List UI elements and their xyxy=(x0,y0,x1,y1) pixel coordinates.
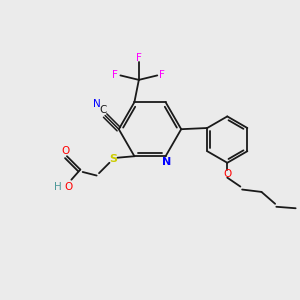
Text: H: H xyxy=(54,182,61,192)
Text: N: N xyxy=(93,99,101,109)
Text: F: F xyxy=(136,52,142,63)
Text: N: N xyxy=(163,157,172,167)
Text: O: O xyxy=(223,169,231,179)
Text: F: F xyxy=(112,70,118,80)
Text: C: C xyxy=(99,105,106,115)
Text: F: F xyxy=(159,70,165,80)
Text: O: O xyxy=(64,182,73,192)
Text: O: O xyxy=(61,146,70,156)
Text: S: S xyxy=(109,154,117,164)
